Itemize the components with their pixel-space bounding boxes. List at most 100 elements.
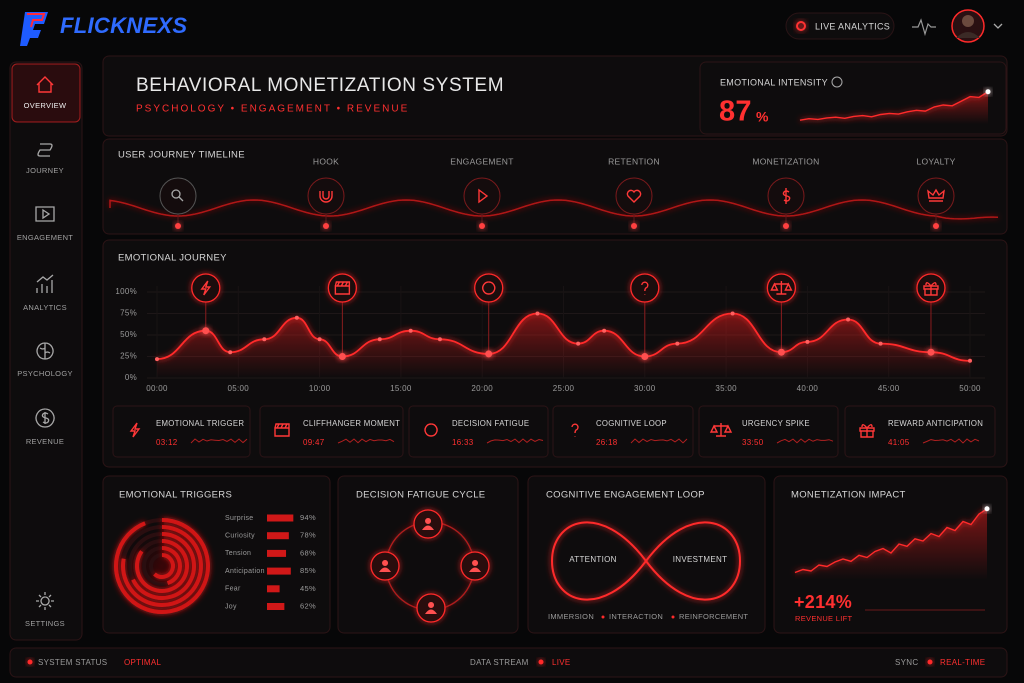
fatigue-icon bbox=[379, 560, 391, 572]
event-card[interactable] bbox=[698, 405, 839, 458]
event-icon bbox=[274, 423, 290, 437]
trigger-label: Joy bbox=[225, 603, 237, 610]
intensity-label: EMOTIONAL INTENSITY bbox=[720, 77, 828, 87]
timeline-title: USER JOURNEY TIMELINE bbox=[118, 150, 245, 161]
impact-title: MONETIZATION IMPACT bbox=[791, 490, 906, 501]
x-tick-label: 10:00 bbox=[309, 384, 331, 393]
event-spark bbox=[630, 438, 688, 444]
nav-icon[interactable] bbox=[36, 76, 54, 93]
status-value: REAL-TIME bbox=[940, 658, 985, 667]
event-time: 16:33 bbox=[452, 438, 474, 447]
loop-panel bbox=[527, 475, 766, 634]
nav-icon[interactable] bbox=[37, 143, 53, 157]
fatigue-panel bbox=[337, 475, 519, 634]
journey-point bbox=[968, 358, 972, 363]
timeline-wave bbox=[109, 199, 999, 220]
marker-dot bbox=[338, 353, 346, 360]
nav-icon[interactable] bbox=[36, 342, 54, 360]
trigger-bar bbox=[267, 603, 285, 610]
journey-point bbox=[576, 341, 581, 346]
triggers-title: EMOTIONAL TRIGGERS bbox=[119, 490, 232, 501]
marker-icon bbox=[334, 281, 351, 295]
marker-node[interactable] bbox=[474, 273, 504, 303]
info-icon[interactable] bbox=[831, 76, 843, 88]
journey-point bbox=[878, 341, 883, 346]
y-tick-label: 75% bbox=[120, 309, 137, 318]
x-tick-label: 40:00 bbox=[797, 384, 819, 393]
timeline-node[interactable] bbox=[917, 177, 955, 215]
logo-accent bbox=[27, 13, 46, 28]
intensity-trend-area bbox=[800, 91, 988, 124]
timeline-node[interactable] bbox=[615, 177, 653, 215]
event-name: URGENCY SPIKE bbox=[742, 419, 810, 428]
trigger-value: 78% bbox=[300, 531, 316, 540]
x-tick-label: 15:00 bbox=[390, 384, 412, 393]
event-name: CLIFFHANGER MOMENT bbox=[303, 419, 400, 428]
status-value: OPTIMAL bbox=[124, 658, 161, 667]
journey-point bbox=[602, 328, 607, 333]
event-icon bbox=[129, 422, 141, 438]
timeline-dot bbox=[323, 223, 329, 229]
status-label: SYSTEM STATUS bbox=[38, 658, 107, 667]
event-card[interactable] bbox=[552, 405, 694, 458]
timeline-icon bbox=[319, 191, 333, 203]
intensity-end bbox=[985, 89, 991, 95]
nav-label: SETTINGS bbox=[25, 619, 65, 628]
loop-title: COGNITIVE ENGAGEMENT LOOP bbox=[546, 490, 705, 501]
event-card[interactable] bbox=[259, 405, 404, 458]
nav-label: ANALYTICS bbox=[23, 303, 67, 312]
x-tick-label: 35:00 bbox=[715, 384, 737, 393]
journey-line bbox=[156, 312, 971, 362]
fatigue-node bbox=[416, 593, 446, 623]
ring-arc bbox=[161, 546, 182, 586]
marker-icon bbox=[923, 282, 939, 296]
status-value: LIVE bbox=[552, 658, 571, 667]
event-name: EMOTIONAL TRIGGER bbox=[156, 419, 244, 428]
trigger-bar bbox=[267, 549, 287, 557]
logo[interactable]: FLICKNEXS bbox=[20, 12, 187, 46]
nav-icon[interactable] bbox=[36, 274, 54, 293]
hero-subtitle: PSYCHOLOGY • ENGAGEMENT • REVENUE bbox=[136, 104, 409, 115]
avatar-caret[interactable] bbox=[993, 23, 1003, 29]
live-pill[interactable] bbox=[785, 12, 895, 40]
nav-icon[interactable] bbox=[35, 206, 55, 222]
nav-icon[interactable] bbox=[36, 592, 54, 610]
timeline-icon bbox=[171, 189, 184, 202]
status-dot bbox=[27, 659, 33, 665]
event-card[interactable] bbox=[112, 405, 251, 458]
timeline-node[interactable] bbox=[307, 177, 345, 215]
timeline-node[interactable] bbox=[159, 177, 197, 215]
trigger-bar bbox=[267, 585, 280, 593]
ring-arc bbox=[131, 532, 197, 600]
nav-icon[interactable] bbox=[35, 408, 55, 428]
event-spark bbox=[922, 438, 980, 444]
sidebar bbox=[9, 61, 83, 641]
event-time: 09:47 bbox=[303, 438, 325, 447]
impact-value: +214% bbox=[794, 592, 852, 612]
trigger-label: Anticipation bbox=[225, 568, 265, 575]
event-card[interactable] bbox=[844, 405, 996, 458]
marker-icon bbox=[482, 281, 496, 295]
event-time: 33:50 bbox=[742, 438, 764, 447]
x-tick-label: 25:00 bbox=[553, 384, 575, 393]
marker-node[interactable] bbox=[191, 273, 221, 303]
ring-arc bbox=[153, 553, 175, 579]
avatar-body bbox=[956, 32, 980, 38]
trigger-bar bbox=[267, 567, 291, 575]
live-label: LIVE ANALYTICS bbox=[815, 21, 890, 31]
marker-node[interactable] bbox=[630, 273, 660, 303]
marker-node[interactable] bbox=[327, 273, 358, 303]
intensity-value: 87 bbox=[719, 96, 752, 128]
loop-left: ATTENTION bbox=[569, 555, 616, 564]
timeline-node[interactable] bbox=[463, 177, 501, 215]
trigger-label: Fear bbox=[225, 586, 241, 593]
timeline-stage: ENGAGEMENT bbox=[450, 156, 513, 166]
marker-dot bbox=[927, 348, 935, 356]
timeline-dot bbox=[175, 223, 181, 229]
brand: FLICKNEXS bbox=[60, 13, 187, 38]
pulse-icon[interactable] bbox=[912, 18, 936, 37]
event-card[interactable] bbox=[408, 405, 549, 458]
journey-point bbox=[294, 315, 299, 320]
x-tick-label: 30:00 bbox=[634, 384, 656, 393]
nav-label: PSYCHOLOGY bbox=[17, 369, 73, 378]
